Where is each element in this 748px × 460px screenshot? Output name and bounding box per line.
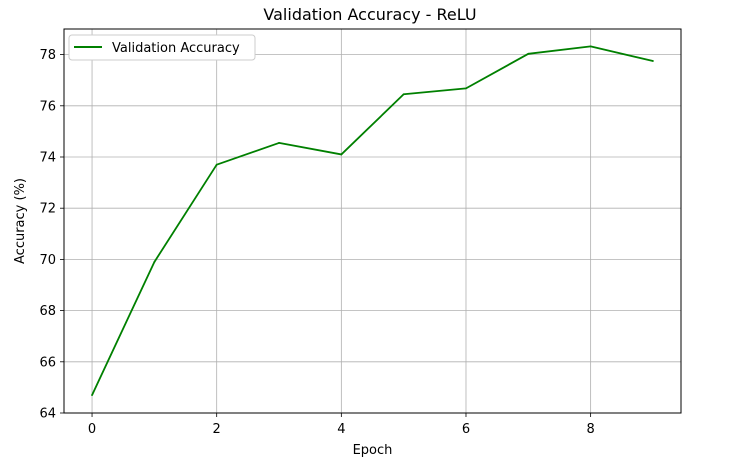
x-tick-label: 6 xyxy=(462,422,470,437)
data-point xyxy=(465,87,467,90)
data-point xyxy=(91,394,93,396)
y-tick-label: 70 xyxy=(39,253,56,268)
y-tick-label: 78 xyxy=(39,48,56,63)
data-point xyxy=(340,153,343,156)
plot-frame xyxy=(63,28,682,414)
data-point xyxy=(153,261,156,263)
chart-title: Validation Accuracy - ReLU xyxy=(263,5,476,24)
y-tick-label: 68 xyxy=(39,304,56,319)
y-tick-label: 66 xyxy=(39,355,56,370)
y-tick-label: 64 xyxy=(39,407,56,422)
data-point xyxy=(527,52,530,55)
series-line xyxy=(91,45,654,396)
y-tick-label: 74 xyxy=(39,151,56,166)
x-tick-label: 2 xyxy=(213,422,221,437)
series-layer xyxy=(91,45,654,396)
x-tick-label: 0 xyxy=(88,422,96,437)
x-tick-label: 8 xyxy=(586,422,594,437)
data-point xyxy=(215,163,218,166)
data-point xyxy=(402,93,405,96)
data-point xyxy=(278,142,280,144)
legend: Validation Accuracy xyxy=(68,34,256,61)
data-point xyxy=(589,45,592,48)
y-tick-label: 72 xyxy=(39,202,56,217)
legend-box xyxy=(68,34,256,61)
x-axis-label: Epoch xyxy=(353,443,393,458)
grid-lines xyxy=(64,29,681,414)
y-axis-label: Accuracy (%) xyxy=(13,178,28,264)
x-tick-label: 4 xyxy=(337,422,345,437)
data-point xyxy=(652,60,654,62)
y-tick-label: 76 xyxy=(39,99,56,114)
legend-label: Validation Accuracy xyxy=(112,41,240,56)
